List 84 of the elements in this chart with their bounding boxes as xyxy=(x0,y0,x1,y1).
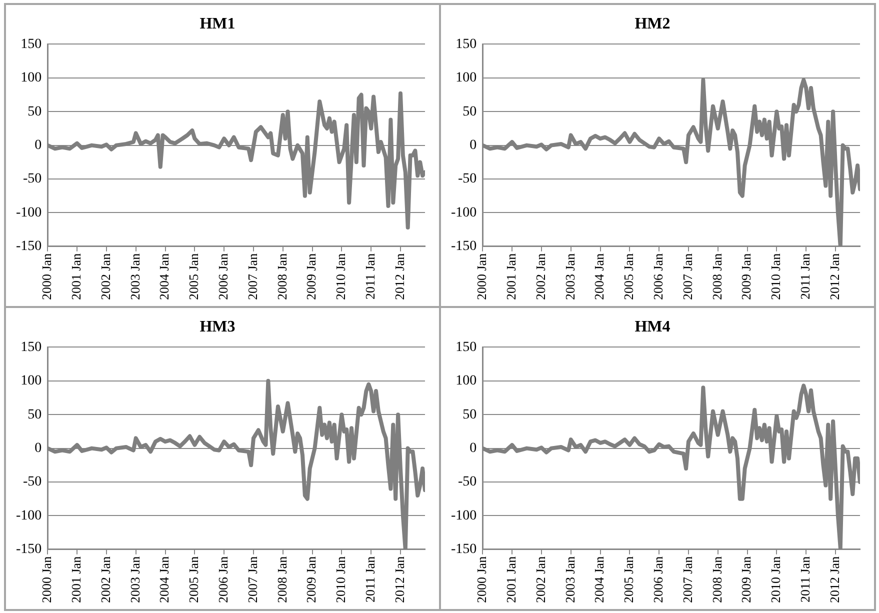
x-tick-label: 2003 Jan xyxy=(127,252,142,300)
y-tick-label: 0 xyxy=(34,440,42,456)
x-tick-label: 2007 Jan xyxy=(244,252,260,300)
y-tick-label: 150 xyxy=(456,36,477,52)
x-tick-label: 2001 Jan xyxy=(68,556,84,604)
x-tick-label: 2003 Jan xyxy=(562,556,578,604)
x-tick-label: 2011 Jan xyxy=(798,556,813,603)
y-tick-label: -100 xyxy=(450,508,477,524)
x-tick-label: 2001 Jan xyxy=(503,252,518,300)
x-tick-label: 2010 Jan xyxy=(333,252,348,300)
x-tick-label: 2009 Jan xyxy=(738,252,754,300)
y-tick-label: 50 xyxy=(28,104,42,120)
y-tick-label: 100 xyxy=(456,70,477,86)
chart-title: HM2 xyxy=(634,16,670,33)
y-tick-label: -50 xyxy=(458,172,477,187)
y-tick-label: -150 xyxy=(450,542,477,558)
y-tick-label: 100 xyxy=(456,374,477,389)
x-tick-label: 2007 Jan xyxy=(680,252,695,300)
x-tick-label: 2011 Jan xyxy=(362,252,378,300)
x-tick-label: 2003 Jan xyxy=(127,556,142,604)
x-tick-label: 2006 Jan xyxy=(650,252,666,300)
y-tick-label: -50 xyxy=(458,474,477,490)
x-tick-label: 2004 Jan xyxy=(156,252,172,300)
y-tick-label: 150 xyxy=(20,340,42,355)
y-tick-label: -100 xyxy=(450,205,477,220)
chart-title: HM3 xyxy=(200,318,236,336)
x-tick-label: 2005 Jan xyxy=(621,252,636,300)
x-tick-label: 2002 Jan xyxy=(98,556,113,604)
x-tick-label: 2008 Jan xyxy=(709,556,724,604)
x-tick-label: 2000 Jan xyxy=(474,556,490,604)
x-tick-label: 2000 Jan xyxy=(474,252,490,300)
y-tick-label: -150 xyxy=(16,542,42,558)
y-tick-label: -150 xyxy=(16,239,42,254)
y-tick-label: 50 xyxy=(462,407,477,422)
x-tick-label: 2009 Jan xyxy=(304,556,319,604)
x-tick-label: 2008 Jan xyxy=(274,252,290,300)
y-tick-label: -50 xyxy=(22,474,42,490)
x-tick-label: 2012 Jan xyxy=(826,556,842,604)
x-tick-label: 2004 Jan xyxy=(156,556,172,604)
x-tick-label: 2007 Jan xyxy=(680,556,695,604)
chart-title: HM4 xyxy=(634,318,670,336)
x-tick-label: 2002 Jan xyxy=(532,556,548,604)
x-tick-label: 2012 Jan xyxy=(392,252,407,300)
x-tick-label: 2007 Jan xyxy=(244,556,260,604)
y-tick-label: -150 xyxy=(450,239,477,254)
x-tick-label: 2003 Jan xyxy=(562,252,578,300)
y-tick-label: -100 xyxy=(16,205,42,220)
x-tick-label: 2005 Jan xyxy=(186,556,202,604)
x-tick-label: 2001 Jan xyxy=(68,252,84,300)
x-tick-label: 2010 Jan xyxy=(768,556,784,604)
x-tick-label: 2006 Jan xyxy=(650,556,666,604)
y-tick-label: 0 xyxy=(34,138,42,153)
x-tick-label: 2005 Jan xyxy=(186,252,202,300)
x-tick-label: 2002 Jan xyxy=(98,252,113,300)
y-tick-label: 50 xyxy=(28,407,42,422)
x-tick-label: 2000 Jan xyxy=(39,252,54,300)
x-tick-label: 2002 Jan xyxy=(532,252,548,300)
y-tick-label: 150 xyxy=(20,36,42,52)
y-tick-label: 150 xyxy=(456,340,477,355)
y-tick-label: 50 xyxy=(462,104,477,120)
x-tick-label: 2009 Jan xyxy=(304,252,319,300)
x-tick-label: 2010 Jan xyxy=(768,252,784,300)
x-tick-label: 2005 Jan xyxy=(621,556,636,604)
x-tick-label: 2009 Jan xyxy=(738,556,754,604)
y-tick-label: 0 xyxy=(470,440,477,456)
chart-title: HM1 xyxy=(200,16,236,33)
y-tick-label: 100 xyxy=(20,70,42,86)
x-tick-label: 2011 Jan xyxy=(798,252,813,300)
x-tick-label: 2008 Jan xyxy=(274,556,290,604)
x-tick-label: 2004 Jan xyxy=(592,556,607,604)
x-tick-label: 2010 Jan xyxy=(333,556,348,604)
x-tick-label: 2006 Jan xyxy=(216,556,230,604)
y-tick-label: 100 xyxy=(20,374,42,389)
x-tick-label: 2006 Jan xyxy=(216,252,230,300)
x-tick-label: 2004 Jan xyxy=(592,252,607,300)
x-tick-label: 2008 Jan xyxy=(709,252,724,300)
y-tick-label: 0 xyxy=(470,138,477,153)
x-tick-label: 2001 Jan xyxy=(503,556,518,604)
x-tick-label: 2012 Jan xyxy=(392,556,407,604)
x-tick-label: 2012 Jan xyxy=(826,252,842,300)
y-tick-label: -50 xyxy=(22,172,42,187)
x-tick-label: 2011 Jan xyxy=(362,556,378,603)
x-tick-label: 2000 Jan xyxy=(39,556,54,604)
y-tick-label: -100 xyxy=(16,508,42,524)
